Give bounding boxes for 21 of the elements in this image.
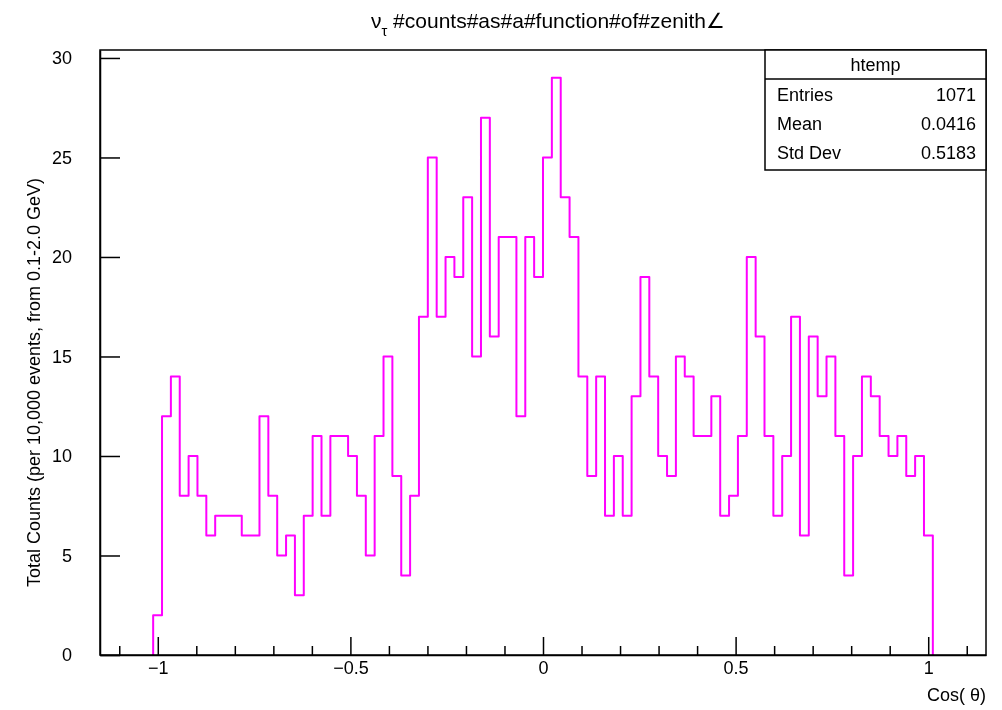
annotation: 0.0416 [920,114,976,134]
annotation: Entries [777,85,834,105]
y-tick-label: 10 [51,446,72,467]
annotation: 0.5183 [920,143,976,163]
x-tick-label: −0.5 [333,657,369,678]
y-tick-label: 20 [51,247,72,268]
y-tick-label: 30 [51,48,72,69]
annotation: htemp [850,55,901,75]
y-tick-label: 25 [51,147,72,168]
y-tick-label: 15 [51,346,72,367]
x-tick-label: 0.5 [723,657,749,678]
annotation: Mean [777,114,823,134]
y-axis-title: Total Counts (per 10,000 events, from 0.1-2.0 GeV) [24,177,44,588]
x-tick-label: 0 [538,657,549,678]
x-tick-label: −1 [148,657,169,678]
annotation: 1071 [935,85,976,105]
annotation: Std Dev [777,143,842,163]
x-axis-title: Cos( θ) [926,685,986,705]
x-tick-label: 1 [923,657,934,678]
y-tick-label: 5 [61,545,72,566]
chart-title: ν$_{τ}$ #counts#as#a#function#of#zenith∠ [370,9,726,39]
